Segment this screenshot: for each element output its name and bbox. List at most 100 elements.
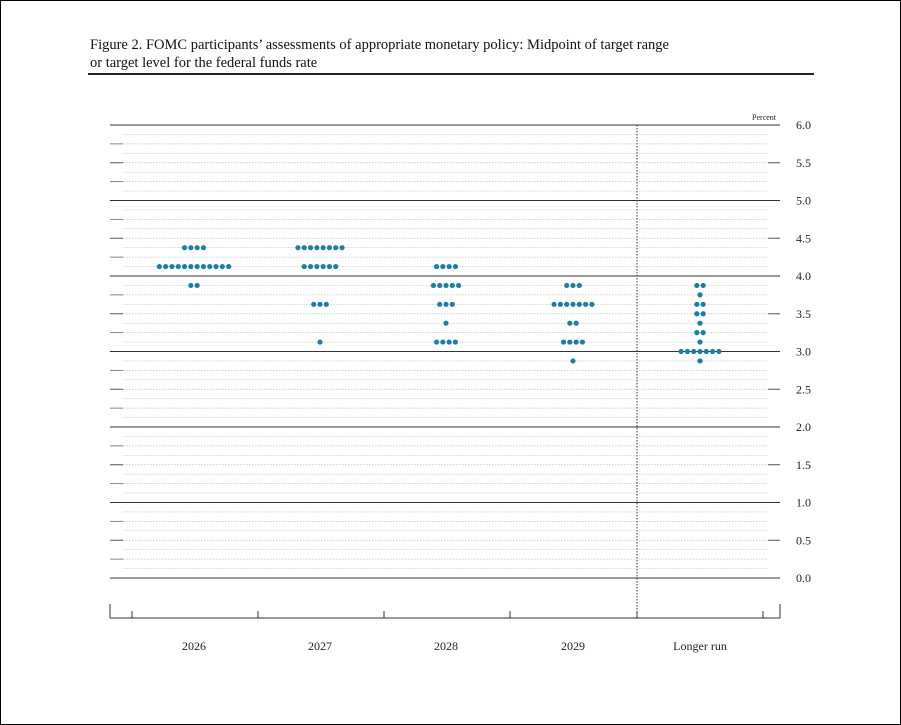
participant-dot (576, 282, 582, 289)
participant-dot (678, 348, 684, 355)
participant-dot (156, 263, 162, 270)
participant-dot (433, 339, 440, 345)
y-tick-label: 6.0 (796, 118, 811, 132)
x-category-label: 2027 (308, 639, 332, 653)
participant-dot (437, 282, 443, 289)
participant-dot (433, 263, 440, 270)
x-category-label: 2028 (434, 639, 458, 653)
participant-dot (317, 301, 323, 307)
participant-dot (570, 358, 576, 364)
participant-dot (700, 330, 706, 336)
participant-dot (440, 339, 446, 345)
participant-dot (169, 263, 175, 270)
y-tick-label: 1.0 (796, 496, 811, 510)
participant-dot (194, 282, 200, 289)
participant-dot (339, 245, 345, 251)
participant-dot (694, 301, 700, 307)
x-category-label: 2026 (182, 639, 206, 653)
participant-dot (314, 245, 320, 251)
participant-dot (694, 330, 700, 336)
y-tick-label: 0.0 (796, 571, 811, 585)
participant-dot (691, 348, 697, 355)
participant-dot (564, 301, 570, 307)
participant-dot (194, 245, 200, 251)
y-axis-label: Percent (752, 113, 777, 122)
participant-dot (449, 282, 455, 289)
participant-dot (560, 339, 567, 345)
participant-dot (188, 263, 194, 270)
participant-dot (710, 348, 716, 355)
participant-dot (314, 263, 320, 270)
participant-dot (700, 301, 706, 307)
participant-dot (301, 263, 307, 270)
x-category-label: Longer run (673, 639, 727, 653)
participant-dot (716, 348, 722, 355)
figure-title-line2: or target level for the federal funds ra… (90, 55, 318, 71)
participant-dot (430, 282, 436, 289)
participant-dot (323, 301, 329, 307)
participant-dot (326, 263, 333, 270)
participant-dot (576, 301, 582, 307)
participant-dot (333, 245, 339, 251)
y-tick-label: 3.0 (796, 345, 811, 359)
participant-dot (697, 348, 703, 355)
participant-dot (452, 263, 459, 270)
participant-dot (200, 245, 207, 251)
participant-dot (443, 282, 449, 289)
participant-dot (194, 263, 200, 270)
participant-dot (333, 263, 339, 270)
participant-dot (697, 358, 703, 364)
participant-dot (437, 301, 443, 307)
participant-dot (564, 282, 570, 289)
participant-dot (320, 245, 326, 251)
participant-dot (443, 301, 449, 307)
figure-title-line1: Figure 2. FOMC participants’ assessments… (90, 37, 669, 53)
participant-dot (557, 301, 564, 307)
participant-dot (579, 339, 586, 345)
participant-dot (163, 263, 169, 270)
participant-dot (188, 282, 194, 289)
participant-dot (175, 263, 181, 270)
participant-dot (697, 292, 703, 298)
y-tick-label: 3.5 (796, 307, 811, 321)
participant-dot (449, 301, 455, 307)
participant-dot (684, 348, 691, 355)
participant-dot (452, 339, 459, 345)
participant-dot (226, 263, 232, 270)
participant-dot (700, 282, 706, 289)
participant-dot (694, 311, 700, 317)
axis-layer (109, 125, 781, 619)
y-tick-label: 0.5 (796, 533, 811, 547)
participant-dot (567, 320, 573, 326)
y-tick-label: 2.5 (796, 382, 811, 396)
label-layer: 6.0 5.5 5.0 4.5 4.0 3.5 3.0 2.5 2.0 1.5 1.0 0.5 0.0 P… (182, 113, 811, 653)
participant-dot (567, 339, 573, 345)
participant-dot (456, 282, 462, 289)
y-tick-label: 4.0 (796, 269, 811, 283)
participant-dot (295, 245, 301, 251)
participant-dot (583, 301, 589, 307)
participant-dot (446, 263, 452, 270)
x-category-label: 2029 (561, 639, 585, 653)
participant-dot (697, 339, 703, 345)
participant-dot (440, 263, 446, 270)
y-tick-label: 5.5 (796, 156, 811, 170)
title-rule (88, 73, 814, 75)
y-tick-label: 1.5 (796, 458, 811, 472)
participant-dot (697, 320, 703, 326)
participant-dot (317, 339, 323, 345)
figure-title: Figure 2. FOMC participants’ assessments… (90, 36, 810, 72)
participant-dot (570, 301, 576, 307)
participant-dot (301, 245, 307, 251)
y-tick-label: 2.0 (796, 420, 811, 434)
participant-dot (219, 263, 225, 270)
participant-dot (181, 263, 188, 270)
participant-dot (188, 245, 194, 251)
participant-dot (573, 339, 579, 345)
y-tick-label: 4.5 (796, 231, 811, 245)
participant-dot (181, 245, 188, 251)
participant-dot (446, 339, 452, 345)
participant-dot (307, 263, 314, 270)
participant-dot (551, 301, 557, 307)
